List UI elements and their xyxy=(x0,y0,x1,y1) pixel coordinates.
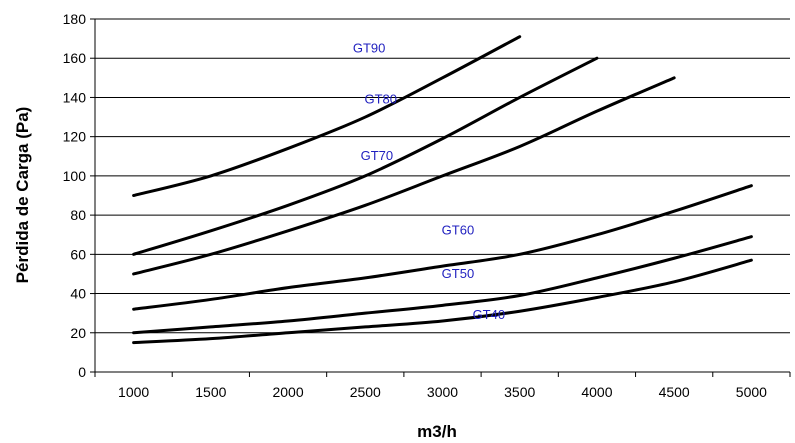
x-axis-title: m3/h xyxy=(417,422,457,441)
y-tick-label: 120 xyxy=(63,129,87,145)
x-tick-label: 4000 xyxy=(581,384,612,400)
series-line-gt40 xyxy=(132,258,753,345)
y-tick-label: 100 xyxy=(63,168,87,184)
y-tick-label: 80 xyxy=(70,207,86,223)
series-label-gt40: GT40 xyxy=(473,307,506,322)
series-label-gt90: GT90 xyxy=(353,40,386,55)
x-tick-label: 4500 xyxy=(659,384,690,400)
y-tick-label: 0 xyxy=(78,364,86,380)
y-tick-label: 60 xyxy=(70,246,86,262)
series-line-gt90 xyxy=(132,35,522,197)
x-tick-label: 2500 xyxy=(350,384,381,400)
series-line-gt60 xyxy=(132,184,753,311)
x-tick-label: 3500 xyxy=(504,384,535,400)
x-tick-label: 3000 xyxy=(427,384,458,400)
x-tick-label: 1000 xyxy=(118,384,149,400)
series-line-gt80 xyxy=(132,56,599,256)
series-label-gt50: GT50 xyxy=(442,266,475,281)
y-tick-label: 140 xyxy=(63,89,87,105)
x-tick-labels: 1000 1500 2000 2500 3000 3500 4000 4500 5000 xyxy=(118,384,767,400)
series-line-gt50 xyxy=(132,235,753,335)
y-tick-label: 160 xyxy=(63,50,87,66)
axes xyxy=(90,18,791,377)
y-axis-title: Pérdida de Carga (Pa) xyxy=(13,107,32,284)
series-line-gt70 xyxy=(132,76,676,276)
series-labels: GT90 GT80 GT70 GT60 GT50 GT40 xyxy=(353,40,505,322)
series-label-gt70: GT70 xyxy=(361,148,394,163)
x-tick-label: 5000 xyxy=(736,384,767,400)
x-tick-label: 2000 xyxy=(272,384,303,400)
series-label-gt60: GT60 xyxy=(442,223,475,238)
y-tick-label: 20 xyxy=(70,325,86,341)
y-tick-label: 180 xyxy=(63,11,87,27)
series-label-gt80: GT80 xyxy=(364,91,397,106)
x-tick-label: 1500 xyxy=(195,384,226,400)
y-tick-labels: 0 20 40 60 80 100 120 140 160 180 xyxy=(63,11,87,380)
y-tick-label: 40 xyxy=(70,286,86,302)
series-lines xyxy=(132,35,753,345)
